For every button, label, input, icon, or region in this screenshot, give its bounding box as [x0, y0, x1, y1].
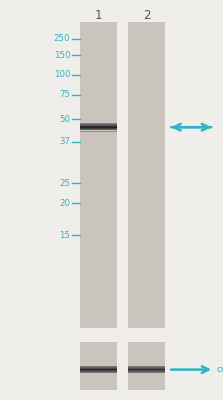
Text: 1: 1	[95, 9, 102, 22]
Text: 2: 2	[143, 9, 150, 22]
Text: 20: 20	[59, 199, 70, 208]
Bar	[128, 22, 165, 328]
Text: 100: 100	[54, 70, 70, 79]
Bar	[128, 342, 165, 390]
Text: 50: 50	[59, 115, 70, 124]
Text: 75: 75	[59, 90, 70, 99]
Bar	[80, 22, 117, 328]
Bar	[80, 342, 117, 390]
Text: 25: 25	[59, 179, 70, 188]
Text: control: control	[216, 365, 223, 374]
Text: 15: 15	[59, 231, 70, 240]
Text: 150: 150	[54, 51, 70, 60]
Text: 37: 37	[59, 137, 70, 146]
Text: 250: 250	[54, 34, 70, 43]
